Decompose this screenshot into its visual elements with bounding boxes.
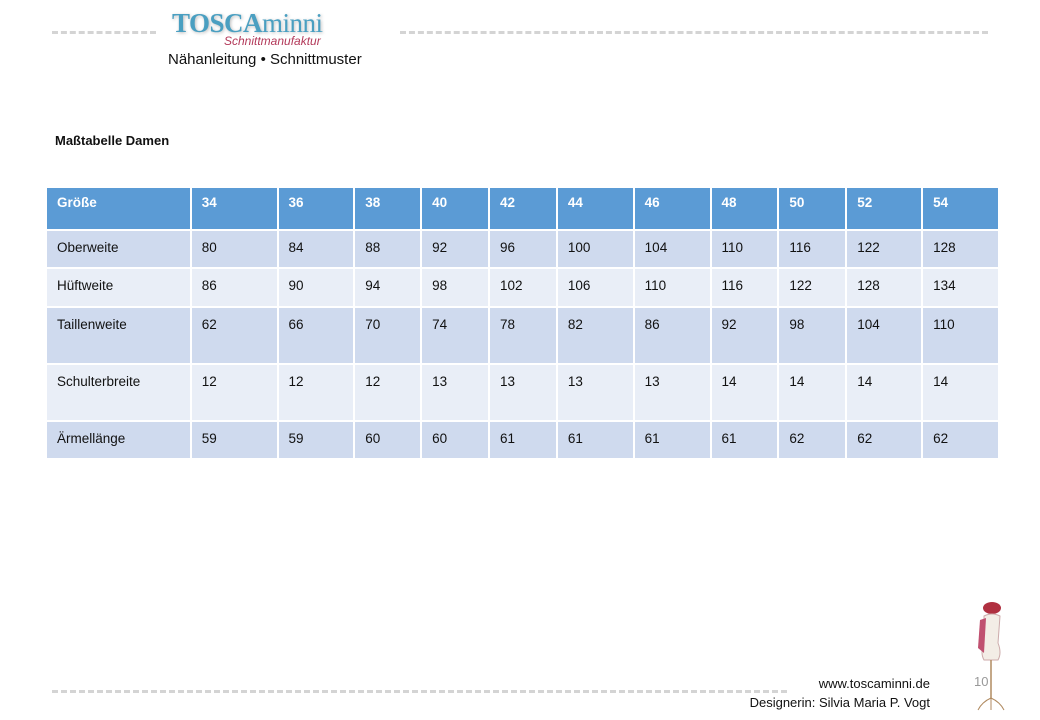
table-cell: 116: [709, 267, 780, 308]
logo-subtext: Schnittmanufaktur: [224, 34, 321, 48]
table-cell: 62: [777, 420, 848, 460]
table-cell: 70: [353, 306, 423, 365]
table-cell: 86: [189, 267, 279, 308]
table-cell: 14: [845, 363, 924, 422]
table-cell: 122: [845, 229, 924, 269]
column-header: 44: [555, 186, 635, 231]
table-cell: 106: [555, 267, 635, 308]
table-cell: 60: [353, 420, 423, 460]
table-cell: 13: [420, 363, 490, 422]
table-cell: 100: [555, 229, 635, 269]
table-cell: 62: [845, 420, 924, 460]
divider: [52, 690, 787, 693]
column-header: 40: [420, 186, 490, 231]
table-cell: 14: [921, 363, 1000, 422]
row-label: Hüftweite: [45, 267, 192, 308]
column-header: 54: [921, 186, 1000, 231]
table-cell: 104: [845, 306, 924, 365]
table-cell: 88: [353, 229, 423, 269]
divider: [400, 31, 988, 34]
table-cell: 74: [420, 306, 490, 365]
size-table: Größe 34 36 38 40 42 44 46 48 50 52 54 Oberweite 80 8…: [45, 186, 1000, 460]
table-cell: 62: [189, 306, 279, 365]
table-cell: 90: [276, 267, 356, 308]
column-header: 52: [845, 186, 924, 231]
table-row: Ärmellänge 59 59 60 60 61 61 61 61 62 62 62: [45, 420, 1000, 460]
table-cell: 84: [276, 229, 356, 269]
logo: TOSCAminni Schnittmanufaktur: [172, 8, 323, 48]
table-cell: 61: [632, 420, 712, 460]
table-cell: 12: [276, 363, 356, 422]
table-cell: 134: [921, 267, 1000, 308]
divider: [52, 31, 156, 34]
table-row: Hüftweite 86 90 94 98 102 106 110 116 122 128 134: [45, 267, 1000, 308]
row-label: Oberweite: [45, 229, 192, 269]
table-cell: 12: [353, 363, 423, 422]
table-cell: 92: [709, 306, 780, 365]
table-cell: 61: [487, 420, 558, 460]
table-cell: 92: [420, 229, 490, 269]
designer-credit: Designerin: Silvia Maria P. Vogt: [749, 695, 930, 710]
dress-form-icon: [977, 602, 1005, 711]
table-cell: 82: [555, 306, 635, 365]
table-cell: 128: [921, 229, 1000, 269]
table-cell: 94: [353, 267, 423, 308]
row-label: Taillenweite: [45, 306, 192, 365]
column-header: Größe: [45, 186, 192, 231]
table-cell: 98: [777, 306, 848, 365]
column-header: 42: [487, 186, 558, 231]
page-number: 10: [974, 674, 989, 689]
footer: www.toscaminni.de Designerin: Silvia Mar…: [750, 674, 930, 712]
table-cell: 13: [555, 363, 635, 422]
table-cell: 122: [777, 267, 848, 308]
table-cell: 14: [709, 363, 780, 422]
logo-text: TOSCA: [172, 8, 263, 38]
table-cell: 66: [276, 306, 356, 365]
table-cell: 62: [921, 420, 1000, 460]
table-cell: 13: [487, 363, 558, 422]
column-header: 34: [189, 186, 279, 231]
table-cell: 14: [777, 363, 848, 422]
table-cell: 110: [709, 229, 780, 269]
table-cell: 80: [189, 229, 279, 269]
column-header: 50: [777, 186, 848, 231]
table-cell: 110: [632, 267, 712, 308]
table-cell: 86: [632, 306, 712, 365]
column-header: 48: [709, 186, 780, 231]
logo-text: minni: [262, 8, 323, 38]
table-cell: 59: [276, 420, 356, 460]
table-heading: Maßtabelle Damen: [55, 133, 170, 148]
website-link[interactable]: www.toscaminni.de: [818, 676, 930, 691]
table-cell: 78: [487, 306, 558, 365]
table-cell: 98: [420, 267, 490, 308]
table-cell: 61: [709, 420, 780, 460]
table-cell: 110: [921, 306, 1000, 365]
row-label: Ärmellänge: [45, 420, 192, 460]
table-cell: 116: [777, 229, 848, 269]
table-row: Oberweite 80 84 88 92 96 100 104 110 116 122 128: [45, 229, 1000, 269]
table-cell: 13: [632, 363, 712, 422]
table-cell: 61: [555, 420, 635, 460]
table-cell: 102: [487, 267, 558, 308]
table-cell: 59: [189, 420, 279, 460]
column-header: 38: [353, 186, 423, 231]
row-label: Schulterbreite: [45, 363, 192, 422]
column-header: 36: [276, 186, 356, 231]
table-header-row: Größe 34 36 38 40 42 44 46 48 50 52 54: [45, 186, 1000, 231]
table-cell: 12: [189, 363, 279, 422]
table-cell: 60: [420, 420, 490, 460]
table-row: Taillenweite 62 66 70 74 78 82 86 92 98 104 110: [45, 306, 1000, 365]
table-cell: 104: [632, 229, 712, 269]
table-cell: 128: [845, 267, 924, 308]
table-row: Schulterbreite 12 12 12 13 13 13 13 14 14 14 14: [45, 363, 1000, 422]
subtitle: Nähanleitung • Schnittmuster: [168, 51, 362, 68]
table-cell: 96: [487, 229, 558, 269]
column-header: 46: [632, 186, 712, 231]
